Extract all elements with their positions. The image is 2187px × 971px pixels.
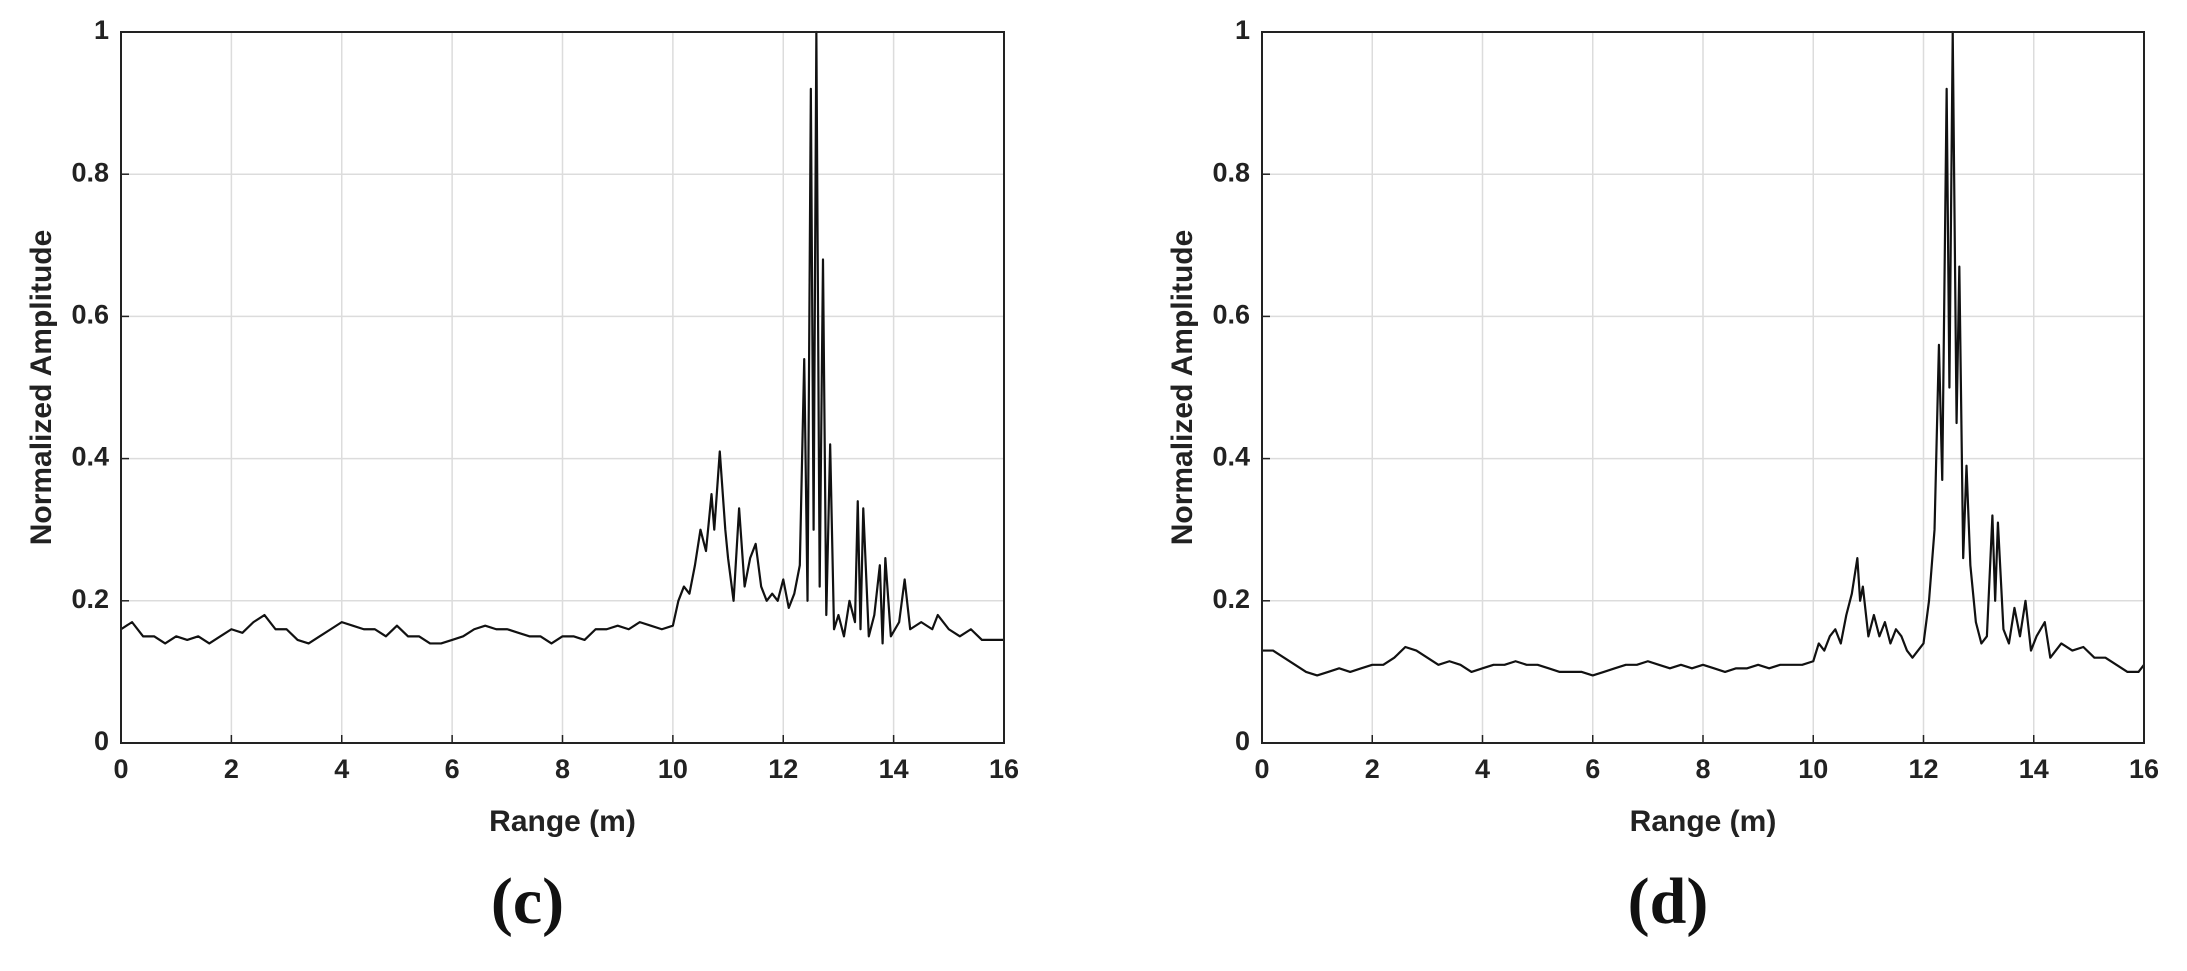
- x-tick-label: 16: [2129, 754, 2159, 784]
- x-tick-label: 16: [989, 754, 1019, 784]
- y-tick-label: 0: [1235, 726, 1250, 756]
- y-tick-label: 0.2: [71, 584, 109, 614]
- y-axis-label: Normalized Amplitude: [25, 230, 58, 546]
- data-line: [120, 30, 1004, 645]
- x-tick-label: 12: [1908, 754, 1938, 784]
- y-tick-label: 1: [1235, 15, 1250, 45]
- caption: (c): [491, 865, 564, 938]
- y-axis-label: Normalized Amplitude: [1166, 230, 1199, 546]
- x-tick-label: 12: [768, 754, 798, 784]
- x-axis-label: Range (m): [489, 805, 636, 838]
- plot: 0 2 4 6 8 10 12 14 16 0 0.2 0.4 0.6 0.8 1 Range (m) Norm…: [25, 15, 1019, 938]
- y-tick-label: 1: [94, 15, 109, 45]
- x-tick-label: 8: [1695, 754, 1710, 784]
- data-line: [1262, 30, 2145, 677]
- x-tick-label: 6: [445, 754, 460, 784]
- y-tick-label: 0.6: [1212, 300, 1250, 330]
- x-tick-label: 2: [224, 754, 239, 784]
- x-tick-label: 14: [879, 754, 909, 784]
- x-tick-label: 8: [555, 754, 570, 784]
- y-tick-label: 0.4: [71, 442, 109, 472]
- y-tick-label: 0: [94, 726, 109, 756]
- y-tick-label: 0.8: [71, 157, 109, 187]
- y-tick-label: 0.6: [71, 300, 109, 330]
- axes-frame: [1261, 31, 2145, 744]
- x-tick-label: 6: [1585, 754, 1600, 784]
- caption: (d): [1628, 865, 1709, 938]
- axes-frame: [120, 31, 1005, 744]
- plot: 0 2 4 6 8 10 12 14 16 0 0.2 0.4 0.6 0.8 1 Range (m) Norm…: [1166, 15, 2159, 938]
- x-tick-label: 4: [1475, 754, 1490, 784]
- x-tick-label: 10: [1798, 754, 1828, 784]
- x-tick-label: 14: [2019, 754, 2049, 784]
- x-tick-label: 4: [334, 754, 349, 784]
- y-tick-label: 0.2: [1212, 584, 1250, 614]
- x-tick-label: 2: [1365, 754, 1380, 784]
- x-tick-label: 10: [658, 754, 688, 784]
- x-tick-label: 0: [113, 754, 128, 784]
- y-tick-label: 0.4: [1212, 442, 1250, 472]
- y-tick-label: 0.8: [1212, 157, 1250, 187]
- x-tick-label: 0: [1254, 754, 1269, 784]
- x-axis-label: Range (m): [1630, 805, 1777, 838]
